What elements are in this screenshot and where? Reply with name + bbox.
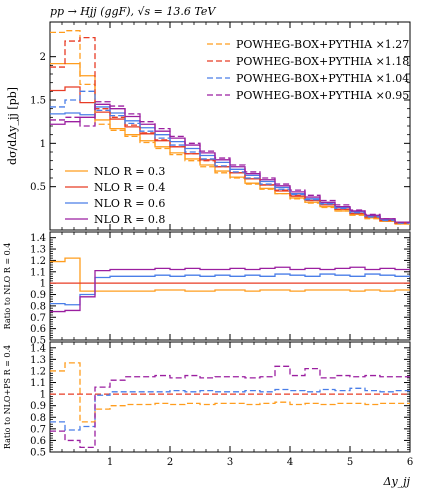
y-axis-label: Ratio to NLO R = 0.4	[3, 243, 12, 330]
y-tick-label: 1	[40, 279, 46, 290]
panel-ratio-nlo-ps: 0.50.60.70.80.911.11.21.31.4 Ratio to NLO…	[3, 341, 411, 459]
series-purple-dashed	[50, 365, 410, 449]
series-purple-dashed	[50, 101, 410, 223]
y-tick-label: 1.5	[30, 96, 46, 107]
x-tick-label: 6	[407, 457, 413, 468]
series-orange-dashed	[50, 362, 410, 423]
panel-main: 0.5 1 1.5 2 dσ/dΔy_jj [pb]	[6, 21, 411, 231]
y-tick-label: 0.5	[30, 182, 46, 193]
y-tick-label: 0.9	[30, 290, 46, 301]
y-tick-label: 0.6	[30, 436, 46, 447]
legend-solid-label: NLO R = 0.8	[94, 213, 165, 226]
legend-dashed-label: POWHEG-BOX+PYTHIA ×1.04	[236, 72, 409, 85]
y-axis-label: dσ/dΔy_jj [pb]	[6, 87, 19, 165]
y-tick-label: 1.4	[30, 343, 46, 354]
y-tick-label: 1.1	[30, 378, 46, 389]
x-tick-label: 1	[107, 457, 113, 468]
y-tick-label: 1.2	[30, 256, 46, 267]
legend-solid-label: NLO R = 0.4	[94, 181, 165, 194]
y-tick-label: 1.4	[30, 233, 46, 244]
panel-frame	[49, 231, 411, 341]
y-tick-label: 1.1	[30, 267, 46, 278]
series-purple-solid	[50, 266, 410, 313]
y-tick-label: 0.5	[30, 448, 46, 459]
legend-solid-label: NLO R = 0.6	[94, 197, 165, 210]
x-tick-label: 2	[167, 457, 173, 468]
y-tick-label: 0.7	[30, 313, 46, 324]
x-tick-label: 5	[347, 457, 353, 468]
y-tick-label: 1.3	[30, 355, 46, 366]
series-orange-solid	[50, 257, 410, 292]
y-tick-label: 2	[40, 52, 46, 63]
x-tick-label: 4	[287, 457, 293, 468]
series-blue-solid	[50, 273, 410, 306]
y-tick-label: 0.9	[30, 401, 46, 412]
y-tick-label: 1.3	[30, 245, 46, 256]
y-axis-label: Ratio to NLO+PS R = 0.4	[3, 345, 12, 449]
x-tick-label: 3	[227, 457, 233, 468]
legend-layer: POWHEG-BOX+PYTHIA ×1.27 POWHEG-BOX+PYTHIA…	[65, 38, 409, 226]
y-tick-label: 1	[40, 139, 46, 150]
x-axis-label: Δy_jj	[383, 475, 411, 488]
legend-dashed-label: POWHEG-BOX+PYTHIA ×1.18	[236, 55, 409, 68]
y-tick-label: 0.8	[30, 301, 46, 312]
legend-dashed-label: POWHEG-BOX+PYTHIA ×1.27	[236, 38, 409, 51]
y-tick-label: 0.8	[30, 413, 46, 424]
panel-ratio-nlo: 0.50.60.70.80.911.11.21.31.4 Ratio to NLO…	[3, 231, 411, 347]
legend-dashed-label: POWHEG-BOX+PYTHIA ×0.95	[236, 89, 409, 102]
legend-solid-label: NLO R = 0.3	[94, 165, 165, 178]
y-tick-label: 0.5	[30, 336, 46, 347]
panel-frame	[49, 341, 411, 453]
y-tick-label: 1	[40, 390, 46, 401]
y-tick-label: 0.7	[30, 424, 46, 435]
series-blue-dashed	[50, 387, 410, 431]
y-tick-label: 1.2	[30, 366, 46, 377]
chart-title: pp → Hjj (ggF), √s = 13.6 TeV	[50, 5, 216, 18]
y-tick-label: 0.6	[30, 324, 46, 335]
